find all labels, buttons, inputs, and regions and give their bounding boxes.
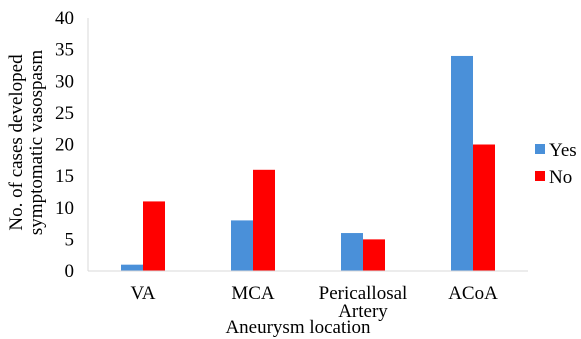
y-tick-label: 10 (55, 198, 74, 219)
y-axis-title-line: No. of cases developed (6, 54, 27, 231)
x-category-label: VA (131, 283, 156, 304)
x-category-label: Pericallosal (319, 283, 408, 304)
y-tick-label: 20 (55, 135, 74, 156)
y-tick-label: 0 (65, 261, 75, 282)
y-tick-label: 40 (55, 8, 74, 29)
bar-no-2 (253, 169, 275, 271)
x-axis-title: Aneurysm location (225, 317, 371, 338)
x-category-label: MCA (231, 283, 275, 304)
y-axis-title-line: symptomatic vasospasm (26, 50, 47, 235)
bar-yes-3 (341, 233, 363, 271)
bar-yes-2 (231, 220, 253, 271)
bars (121, 55, 495, 272)
legend-label-yes: Yes (549, 140, 577, 161)
x-category-label: ACoA (448, 283, 498, 304)
bar-yes-4 (451, 55, 473, 272)
bar-no-1 (143, 201, 165, 271)
bar-no-3 (363, 239, 385, 271)
y-tick-label: 15 (55, 166, 74, 187)
y-tick-label: 30 (55, 71, 74, 92)
axes (87, 18, 528, 272)
legend-swatch-yes (535, 144, 545, 154)
legend: Yes No (535, 140, 577, 188)
bar-yes-1 (121, 264, 143, 271)
bar-no-4 (473, 144, 495, 271)
y-axis-ticks: 0 5 10 15 20 25 30 35 40 (55, 8, 74, 282)
legend-swatch-no (535, 171, 545, 181)
y-tick-label: 35 (55, 40, 74, 61)
y-tick-label: 5 (65, 229, 75, 250)
x-category-label: Artery (338, 301, 388, 322)
y-tick-label: 25 (55, 103, 74, 124)
y-axis-title: No. of cases developed symptomatic vasosp… (6, 50, 47, 235)
legend-label-no: No (549, 167, 572, 188)
